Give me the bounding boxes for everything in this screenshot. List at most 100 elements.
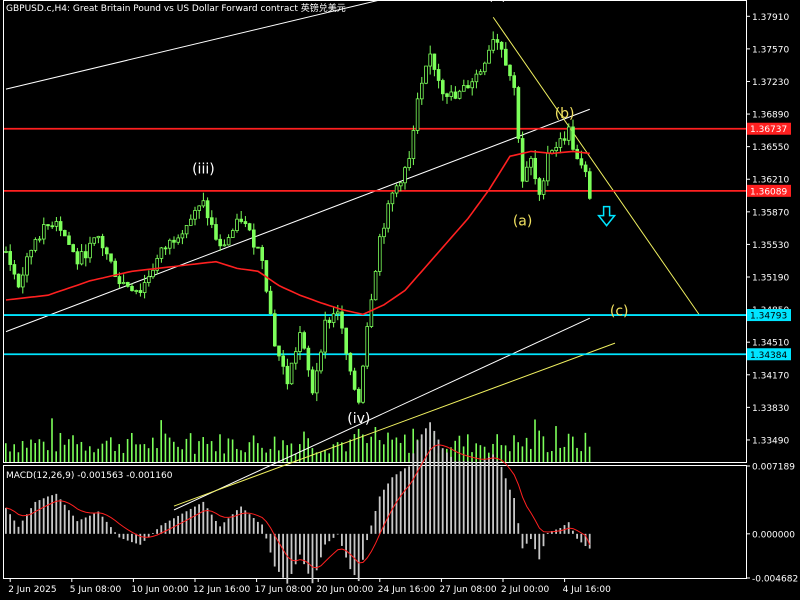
macd-bar bbox=[437, 439, 440, 534]
candle-body bbox=[146, 276, 151, 283]
candle-body bbox=[319, 351, 323, 372]
candle-body bbox=[138, 290, 143, 293]
volume-bar bbox=[76, 444, 78, 462]
volume-bar bbox=[278, 450, 280, 462]
volume-bar bbox=[147, 448, 150, 462]
macd-bar bbox=[311, 533, 314, 584]
trend-line bbox=[492, 16, 700, 315]
wave-label: (a) bbox=[513, 213, 533, 229]
macd-tick-label: 0.007189 bbox=[752, 463, 795, 473]
macd-tick-label: -0.004682 bbox=[752, 575, 798, 585]
macd-bar bbox=[160, 525, 163, 534]
candle-body bbox=[256, 246, 260, 249]
candle-body bbox=[151, 269, 155, 278]
macd-bar bbox=[479, 462, 482, 534]
candle-body bbox=[8, 251, 13, 265]
candle-body bbox=[449, 91, 453, 97]
macd-bar bbox=[391, 477, 394, 534]
candle-body bbox=[180, 233, 185, 239]
macd-bar bbox=[492, 454, 494, 534]
volume-bar bbox=[177, 446, 179, 462]
macd-bar bbox=[105, 521, 108, 534]
candle-body bbox=[398, 182, 403, 187]
macd-bar bbox=[399, 471, 402, 534]
trend-line bbox=[173, 317, 591, 511]
candle-body bbox=[546, 152, 550, 182]
trend-line bbox=[173, 342, 616, 507]
candle-body bbox=[487, 49, 491, 64]
volume-bar bbox=[366, 443, 368, 462]
macd-bar bbox=[328, 533, 331, 542]
macd-bar bbox=[320, 533, 322, 558]
volume-bar bbox=[105, 440, 108, 462]
candle-body bbox=[525, 166, 529, 182]
candle-body bbox=[226, 237, 231, 246]
macd-bar bbox=[202, 501, 205, 534]
candle-body bbox=[100, 235, 105, 249]
volume-bar bbox=[72, 435, 74, 462]
candle-body bbox=[503, 48, 508, 66]
candle-body bbox=[184, 225, 189, 235]
volume-bar bbox=[576, 447, 578, 462]
candle-body bbox=[159, 247, 164, 259]
candle-body bbox=[440, 80, 445, 95]
macd-bar bbox=[517, 523, 520, 534]
volume-bar bbox=[299, 444, 301, 462]
price-tick-label: 1.35530 bbox=[752, 241, 789, 251]
macd-bar bbox=[332, 533, 335, 538]
volume-bar bbox=[320, 452, 322, 462]
candle-body bbox=[508, 64, 512, 77]
volume-bar bbox=[38, 439, 41, 462]
macd-bar bbox=[286, 533, 289, 584]
candle-body bbox=[247, 223, 252, 231]
candle-body bbox=[281, 355, 285, 367]
candle-body bbox=[4, 251, 8, 253]
macd-bar bbox=[147, 533, 150, 537]
candle-body bbox=[537, 178, 542, 195]
candle-body bbox=[230, 230, 235, 238]
wave-label: (c) bbox=[610, 304, 629, 320]
price-tick-label: 1.33830 bbox=[752, 404, 789, 414]
macd-bar bbox=[425, 428, 427, 534]
time-tick-label: 27 Jun 08:00 bbox=[439, 585, 496, 595]
volume-bar bbox=[126, 439, 129, 462]
candle-body bbox=[79, 251, 84, 265]
candle-body bbox=[499, 41, 504, 50]
volume-bar bbox=[118, 444, 120, 462]
trend-line bbox=[5, 0, 383, 90]
candle-body bbox=[474, 73, 479, 83]
candle-body bbox=[340, 311, 344, 329]
macd-bar bbox=[164, 522, 167, 534]
candle-body bbox=[84, 251, 88, 259]
macd-pane[interactable] bbox=[5, 422, 591, 584]
macd-bar bbox=[42, 498, 45, 534]
volume-bar bbox=[559, 447, 561, 462]
price-tick-label: 1.35190 bbox=[752, 274, 789, 284]
candle-body bbox=[50, 225, 54, 228]
macd-bar bbox=[383, 489, 385, 534]
wave-label: (b) bbox=[555, 106, 575, 122]
candle-body bbox=[344, 327, 348, 354]
macd-bar bbox=[17, 526, 20, 534]
volume-bar bbox=[143, 444, 146, 462]
candle-body bbox=[277, 345, 281, 357]
macd-bar bbox=[5, 507, 7, 534]
volume-bar bbox=[475, 443, 477, 462]
macd-bar bbox=[538, 533, 541, 560]
candle-body bbox=[382, 227, 386, 238]
volume-bar bbox=[110, 437, 112, 462]
macd-bar bbox=[509, 489, 511, 534]
candle-body bbox=[205, 200, 210, 219]
volume-bar bbox=[467, 434, 469, 462]
candle-body bbox=[289, 362, 294, 385]
candle-body bbox=[470, 81, 474, 89]
volume-bar bbox=[236, 448, 238, 462]
price-pane[interactable]: (iii) (iv) (v) (a) (b) (c) bbox=[4, 0, 746, 511]
volume-bar bbox=[580, 451, 582, 462]
volume-bar bbox=[286, 445, 288, 462]
candle-body bbox=[390, 192, 395, 205]
candle-body bbox=[88, 242, 92, 259]
volume-bar bbox=[353, 434, 356, 462]
volume-bar bbox=[458, 435, 461, 462]
